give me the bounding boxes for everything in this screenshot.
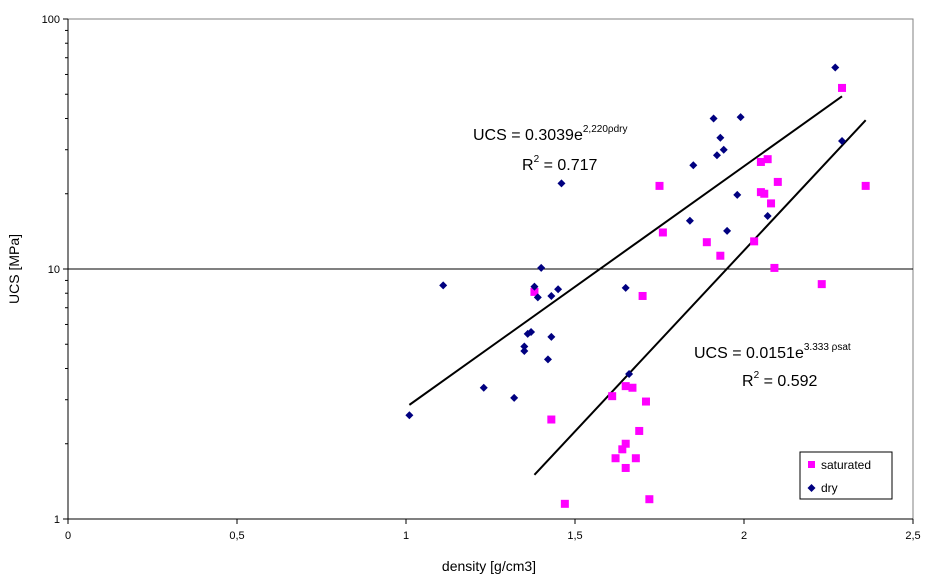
point-saturated	[773, 177, 782, 186]
point-saturated	[756, 157, 765, 166]
point-dry	[439, 281, 448, 290]
point-saturated	[750, 237, 759, 246]
point-saturated	[760, 189, 769, 198]
point-dry	[763, 211, 772, 220]
point-dry	[543, 355, 552, 364]
dry-r2-value: = 0.717	[539, 157, 597, 174]
point-dry	[716, 133, 725, 142]
saturated-equation-base: UCS = 0.0151e	[694, 345, 804, 362]
x-axis-ticks: 0 0,5 1 1,5 2 2,5	[65, 519, 921, 542]
point-dry	[736, 113, 745, 122]
point-saturated	[628, 383, 637, 392]
dry-r2: R2 = 0.717	[522, 154, 598, 174]
point-dry	[709, 114, 718, 123]
point-saturated	[621, 382, 630, 391]
x-axis-title: density [g/cm3]	[442, 558, 536, 574]
legend-saturated-marker	[808, 461, 815, 468]
saturated-r2-value: = 0.592	[759, 373, 817, 390]
dry-equation-base: UCS = 0.3039e	[473, 127, 583, 144]
x-tick-label: 0,5	[229, 530, 244, 542]
point-saturated	[638, 291, 647, 300]
trendline-saturated	[533, 119, 867, 476]
legend-dry-label: dry	[821, 481, 838, 495]
point-dry	[510, 393, 519, 402]
x-tick-label: 1,5	[567, 530, 582, 542]
saturated-equation: UCS = 0.0151e3.333 ρsat	[694, 342, 851, 362]
point-dry	[621, 283, 630, 292]
point-saturated	[560, 499, 569, 508]
trendline-dry	[408, 95, 843, 406]
dry-equation: UCS = 0.3039e2,220ρdry	[473, 124, 627, 144]
point-saturated	[530, 287, 539, 296]
point-dry	[520, 342, 529, 351]
point-saturated	[702, 238, 711, 247]
point-dry	[557, 179, 566, 188]
data-points	[405, 63, 870, 508]
point-saturated	[770, 263, 779, 272]
point-saturated	[861, 181, 870, 190]
point-dry	[554, 285, 563, 294]
point-dry	[831, 63, 840, 72]
point-saturated	[655, 181, 664, 190]
point-saturated	[645, 495, 654, 504]
saturated-r2-symbol: R	[742, 373, 754, 390]
x-tick-label: 0	[65, 530, 71, 542]
point-dry	[537, 263, 546, 272]
point-saturated	[547, 415, 556, 424]
saturated-r2-superscript: 2	[754, 370, 760, 381]
point-dry	[547, 291, 556, 300]
point-saturated	[838, 83, 847, 92]
point-saturated	[621, 463, 630, 472]
dry-r2-superscript: 2	[534, 154, 540, 165]
dry-r2-symbol: R	[522, 157, 534, 174]
point-dry	[733, 190, 742, 199]
point-saturated	[716, 251, 725, 260]
point-dry	[712, 151, 721, 160]
trendlines	[408, 95, 867, 476]
legend-saturated-label: saturated	[821, 458, 871, 472]
point-saturated	[641, 397, 650, 406]
point-dry	[625, 370, 634, 379]
y-tick-label: 1	[54, 514, 60, 526]
y-axis-title: UCS [MPa]	[6, 234, 22, 304]
point-saturated	[763, 155, 772, 164]
point-saturated	[658, 228, 667, 237]
point-dry	[405, 411, 414, 420]
x-tick-label: 1	[403, 530, 409, 542]
point-dry	[533, 293, 542, 302]
y-axis-ticks: 1 10 100	[42, 14, 68, 526]
dry-trend-annotation: UCS = 0.3039e2,220ρdry R2 = 0.717	[473, 124, 627, 174]
point-saturated	[621, 439, 630, 448]
point-saturated	[817, 280, 826, 289]
legend-box	[799, 451, 893, 500]
saturated-r2: R2 = 0.592	[742, 370, 818, 390]
point-saturated	[611, 454, 620, 463]
point-saturated	[635, 426, 644, 435]
point-dry	[547, 332, 556, 341]
y-tick-label: 100	[42, 14, 60, 26]
point-dry	[530, 282, 539, 291]
point-dry	[838, 137, 847, 146]
point-dry	[719, 145, 728, 154]
legend: saturated dry	[799, 451, 893, 500]
point-saturated	[618, 445, 627, 454]
dry-equation-exponent: 2,220ρdry	[583, 124, 628, 135]
point-dry	[689, 161, 698, 170]
x-tick-label: 2,5	[905, 530, 920, 542]
point-saturated	[631, 454, 640, 463]
point-saturated	[767, 199, 776, 208]
point-dry	[479, 383, 488, 392]
point-dry	[527, 327, 536, 336]
saturated-trend-annotation: UCS = 0.0151e3.333 ρsat R2 = 0.592	[694, 342, 851, 390]
point-saturated	[608, 392, 617, 401]
x-tick-label: 2	[741, 530, 747, 542]
legend-dry-marker	[807, 484, 816, 492]
saturated-equation-exponent: 3.333 ρsat	[804, 342, 851, 353]
point-dry	[520, 346, 529, 355]
point-dry	[723, 226, 732, 235]
y-tick-label: 10	[48, 264, 60, 276]
point-dry	[685, 216, 694, 225]
